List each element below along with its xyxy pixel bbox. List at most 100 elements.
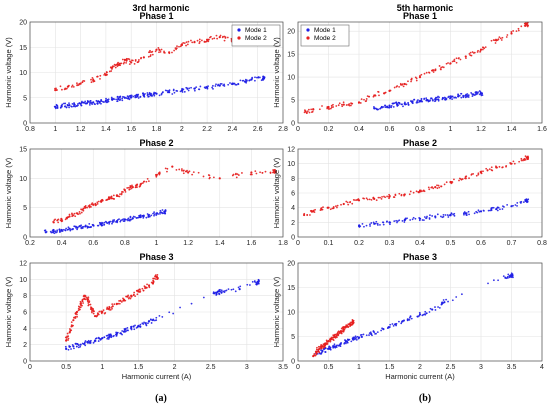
scatter-marker [457, 95, 460, 98]
scatter-marker [111, 222, 113, 225]
scatter-marker [423, 190, 426, 193]
scatter-marker [419, 74, 421, 77]
x-tick-label: 2 [173, 364, 177, 371]
scatter-marker [84, 205, 87, 207]
scatter-marker [342, 330, 345, 333]
x-tick-label: 0.2 [324, 126, 334, 133]
h3p2-title: Phase 2 [139, 138, 173, 148]
scatter-marker [363, 225, 365, 228]
scatter-marker [346, 324, 349, 327]
scatter-marker [374, 94, 377, 97]
scatter-marker [369, 225, 371, 227]
scatter-marker [522, 159, 524, 162]
scatter-marker [379, 107, 381, 110]
scatter-marker [52, 220, 55, 223]
scatter-marker [439, 215, 442, 218]
scatter-marker [334, 345, 336, 348]
scatter-marker [77, 305, 80, 308]
y-tick-label: 0 [291, 235, 295, 242]
scatter-marker [152, 212, 154, 215]
scatter-marker [198, 88, 201, 91]
scatter-marker [119, 98, 122, 101]
scatter-marker [67, 226, 70, 229]
scatter-marker [171, 51, 173, 54]
scatter-marker [65, 338, 68, 340]
scatter-marker [166, 89, 169, 92]
scatter-marker [398, 102, 401, 105]
scatter-marker [108, 221, 111, 224]
scatter-marker [192, 171, 195, 174]
scatter-marker [505, 277, 508, 280]
scatter-marker [520, 159, 523, 162]
scatter-marker [138, 214, 140, 217]
scatter-marker [122, 218, 125, 221]
scatter-marker [147, 93, 149, 96]
scatter-marker [249, 284, 251, 286]
scatter-marker [66, 103, 69, 106]
scatter-marker [428, 188, 431, 191]
scatter-marker [108, 336, 111, 339]
scatter-marker [486, 169, 489, 172]
scatter-marker [134, 60, 137, 62]
scatter-marker [153, 211, 156, 214]
scatter-marker [417, 99, 419, 101]
scatter-marker [320, 349, 322, 351]
scatter-marker [125, 218, 127, 221]
scatter-marker [91, 309, 93, 312]
scatter-marker [404, 101, 406, 104]
scatter-marker [106, 334, 109, 337]
scatter-marker [261, 78, 264, 81]
scatter-marker [183, 90, 186, 93]
scatter-marker [66, 228, 69, 231]
data-point [218, 177, 221, 180]
scatter-marker [410, 80, 412, 83]
scatter-marker [102, 101, 105, 104]
scatter-marker [195, 86, 198, 89]
scatter-marker [95, 337, 98, 340]
scatter-marker [153, 277, 156, 280]
y-tick-label: 5 [291, 334, 295, 341]
scatter-marker [379, 196, 381, 199]
scatter-marker [122, 62, 125, 65]
y-tick-label: 5 [291, 98, 295, 105]
scatter-marker [366, 95, 369, 98]
scatter-marker [357, 337, 360, 340]
scatter-marker [269, 171, 272, 174]
x-tick-label: 2.5 [446, 364, 456, 371]
scatter-marker [345, 325, 348, 328]
h3p3-panel: 0 0.5 1 1.5 2 2.5 3 3.5 0 2 4 6 8 10 12 Phase 3 Harmonic… [4, 252, 288, 381]
scatter-marker [248, 79, 251, 82]
h5p2-axes-frame [297, 148, 543, 238]
scatter-marker [107, 308, 110, 310]
scatter-marker [70, 321, 73, 324]
scatter-marker [421, 100, 424, 103]
scatter-marker [249, 173, 252, 176]
scatter-marker [143, 95, 146, 98]
scatter-marker [426, 215, 428, 218]
scatter-marker [235, 176, 238, 179]
scatter-marker [73, 103, 76, 106]
scatter-marker [411, 218, 414, 221]
y-tick-label: 20 [287, 29, 295, 36]
h5p1-axes-frame [297, 21, 543, 124]
scatter-marker [437, 99, 440, 102]
scatter-marker [232, 288, 235, 291]
scatter-marker [370, 222, 373, 224]
scatter-marker [488, 168, 491, 171]
scatter-marker [393, 196, 396, 198]
scatter-marker [163, 52, 166, 54]
scatter-marker [123, 329, 126, 331]
scatter-marker [326, 342, 329, 345]
scatter-marker [434, 309, 437, 311]
scatter-marker [380, 197, 383, 200]
scatter-marker [334, 205, 337, 208]
x-tick-label: 1.6 [126, 126, 136, 133]
scatter-marker [335, 346, 338, 349]
scatter-marker [326, 340, 329, 343]
scatter-marker [145, 216, 148, 219]
scatter-marker [202, 175, 205, 178]
scatter-marker [413, 98, 416, 101]
scatter-marker [63, 88, 66, 91]
scatter-marker [396, 220, 399, 223]
scatter-marker [74, 317, 77, 319]
